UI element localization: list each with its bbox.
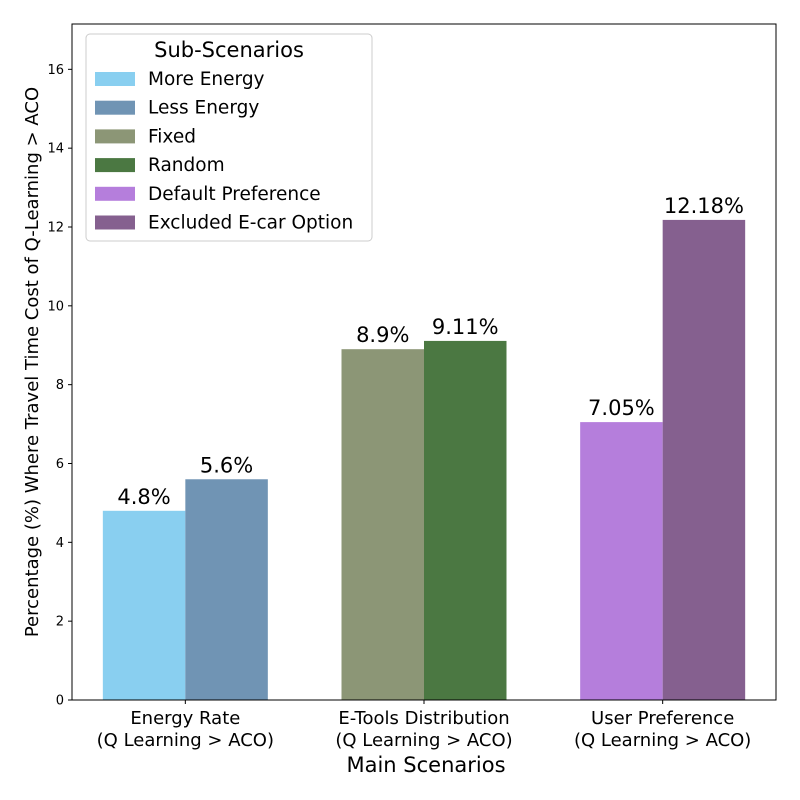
- legend-entry-label: Random: [148, 155, 225, 176]
- x-tick-label-sub: (Q Learning > ACO): [335, 730, 512, 751]
- legend-entry-label: Less Energy: [148, 98, 259, 119]
- bar: [102, 510, 186, 700]
- legend-entry-label: Default Preference: [148, 184, 321, 205]
- bar: [662, 219, 746, 700]
- legend-swatch: [95, 100, 135, 115]
- x-axis-title: Main Scenarios: [346, 753, 505, 777]
- x-tick-label: E-Tools Distribution: [338, 708, 509, 729]
- legend-swatch: [95, 158, 135, 173]
- bar: [424, 340, 507, 700]
- legend: Sub-Scenarios More Energy Less Energy Fixed…: [85, 33, 373, 242]
- bar: [185, 479, 268, 700]
- bar: [341, 349, 424, 700]
- x-tick-label: Energy Rate: [130, 708, 240, 729]
- x-tick-label: User Preference: [591, 708, 734, 729]
- legend-swatch: [95, 129, 135, 144]
- data-label: 5.6%: [200, 453, 253, 477]
- data-labels: 4.8% 5.6% 8.9% 9.11% 7.05% 12.18%: [117, 194, 744, 509]
- y-tick-label: 10: [47, 299, 64, 314]
- y-axis: 0 2 4 6 8 10 12 14 16: [47, 63, 72, 709]
- data-label: 8.9%: [356, 323, 409, 347]
- legend-entry-label: Excluded E-car Option: [148, 213, 353, 234]
- data-label: 12.18%: [664, 194, 744, 218]
- x-tick-label-sub: (Q Learning > ACO): [574, 730, 751, 751]
- y-tick-label: 8: [56, 378, 64, 393]
- legend-swatch: [95, 215, 135, 230]
- legend-title: Sub-Scenarios: [154, 38, 304, 62]
- y-tick-label: 14: [47, 142, 64, 157]
- legend-swatch: [95, 72, 135, 86]
- y-tick-label: 12: [47, 220, 64, 235]
- legend-swatch: [95, 186, 135, 201]
- bar: [580, 422, 663, 700]
- y-tick-label: 4: [56, 536, 64, 551]
- y-tick-label: 0: [56, 694, 64, 709]
- x-tick-label-sub: (Q Learning > ACO): [97, 730, 274, 751]
- legend-entry-label: More Energy: [148, 69, 265, 90]
- legend-entry-label: Fixed: [148, 126, 196, 147]
- y-tick-label: 16: [47, 63, 64, 78]
- legend-box: [85, 33, 373, 242]
- x-axis: Energy Rate(Q Learning > ACO)E-Tools Dis…: [97, 700, 751, 751]
- data-label: 7.05%: [588, 396, 655, 420]
- y-axis-title: Percentage (%) Where Travel Time Cost of…: [22, 87, 43, 637]
- y-tick-label: 6: [56, 457, 64, 472]
- bars-layer: [102, 219, 746, 700]
- y-tick-label: 2: [56, 615, 64, 630]
- data-label: 4.8%: [117, 485, 170, 509]
- data-label: 9.11%: [432, 315, 499, 339]
